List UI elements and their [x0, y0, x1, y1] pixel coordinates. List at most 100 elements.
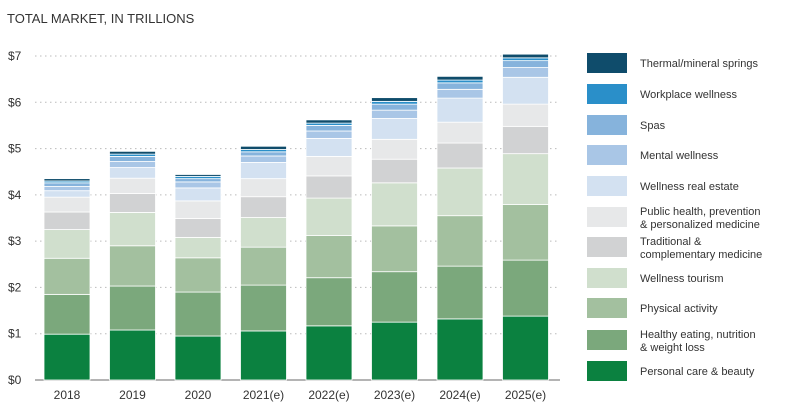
legend-swatch — [587, 361, 627, 381]
bar-segment — [502, 153, 549, 205]
chart-title: TOTAL MARKET, IN TRILLIONS — [7, 11, 195, 26]
y-tick-label: $3 — [8, 234, 22, 248]
bar-segment — [174, 200, 222, 219]
bar-segment — [436, 215, 484, 267]
bar-segment — [305, 119, 353, 124]
bar-segment — [305, 137, 353, 157]
x-tick-label: 2018 — [54, 388, 81, 402]
legend-label: complementary medicine — [640, 249, 762, 261]
bar-segment — [109, 193, 156, 213]
legend-swatch — [587, 84, 627, 104]
bar-segment — [240, 145, 287, 150]
bar-segment — [174, 335, 222, 381]
legend-label: Thermal/mineral springs — [640, 58, 758, 70]
legend-label: Wellness real estate — [640, 181, 739, 193]
bar-segment — [436, 265, 484, 320]
bar-segment — [502, 103, 549, 127]
legend-swatch — [587, 115, 627, 135]
bar-segment — [371, 97, 418, 102]
bar-segment — [502, 60, 549, 68]
bar-segment — [43, 186, 91, 192]
bar-segment — [109, 285, 156, 331]
bar-segment — [502, 76, 549, 105]
bar-segment — [371, 100, 418, 105]
legend-swatch — [587, 330, 627, 350]
bar-segment — [371, 118, 418, 140]
bar-segment — [109, 156, 156, 162]
bar-segment — [174, 174, 222, 177]
bar-segment — [305, 156, 353, 177]
bar-segment — [174, 218, 222, 238]
x-tick-label: 2023(e) — [374, 388, 415, 402]
bar-segment — [174, 257, 222, 293]
x-tick-label: 2024(e) — [439, 388, 480, 402]
bar-segment — [371, 138, 418, 160]
bar-segment — [174, 181, 222, 189]
bar-segment — [43, 257, 91, 295]
bar-segment — [436, 82, 484, 90]
bar-segment — [240, 217, 287, 248]
bar-segment — [43, 190, 91, 198]
bar-segment — [502, 53, 549, 59]
bar-segment — [436, 318, 484, 381]
y-tick-label: $7 — [8, 49, 22, 63]
legend-swatch — [587, 237, 627, 257]
bar-segment — [109, 329, 156, 381]
x-tick-label: 2020 — [185, 388, 212, 402]
y-tick-label: $1 — [8, 327, 22, 341]
bar-segment — [371, 321, 418, 381]
bar-segment — [43, 333, 91, 381]
legend-label: Personal care & beauty — [640, 366, 755, 378]
legend-swatch — [587, 298, 627, 318]
legend-label: Spas — [640, 120, 666, 132]
legend-label: & weight loss — [640, 342, 705, 354]
bar-segment — [436, 88, 484, 99]
y-tick-label: $6 — [8, 95, 22, 109]
bar-segment — [371, 109, 418, 119]
legend-swatch — [587, 176, 627, 196]
bar-segment — [436, 75, 484, 81]
bar-segment — [502, 315, 549, 381]
bar-segment — [305, 277, 353, 327]
bar-segment — [502, 67, 549, 78]
legend-swatch — [587, 53, 627, 73]
bar-segment — [174, 291, 222, 337]
bar-segment — [109, 212, 156, 247]
legend-label: Workplace wellness — [640, 89, 738, 101]
bar-segment — [43, 293, 91, 335]
bar-segment — [371, 158, 418, 184]
legend-label: & personalized medicine — [640, 219, 760, 231]
bar-segment — [436, 79, 484, 84]
bar-segment — [305, 125, 353, 132]
bar-segment — [109, 177, 156, 194]
legend-label: Wellness tourism — [640, 273, 724, 285]
bar-segment — [109, 161, 156, 168]
bar-segment — [371, 103, 418, 111]
bar-segment — [502, 125, 549, 155]
bar-segment — [109, 150, 156, 155]
bar-segment — [43, 178, 91, 182]
x-tick-label: 2019 — [119, 388, 146, 402]
bar-segment — [240, 330, 287, 381]
bar-segment — [502, 57, 549, 62]
bar-segment — [502, 259, 549, 317]
bar-segment — [43, 229, 91, 259]
x-tick-label: 2025(e) — [505, 388, 546, 402]
legend-label: Public health, prevention — [640, 206, 760, 218]
bar-segment — [174, 237, 222, 259]
legend-swatch — [587, 207, 627, 227]
legend-swatch — [587, 145, 627, 165]
bar-segment — [174, 187, 222, 202]
bar-segment — [371, 182, 418, 227]
legend-label: Healthy eating, nutrition — [640, 329, 756, 341]
bar-segment — [240, 162, 287, 180]
bar-segment — [502, 204, 549, 261]
bar-segment — [305, 235, 353, 279]
bar-segment — [240, 284, 287, 332]
bar-segment — [436, 97, 484, 123]
legend-swatch — [587, 268, 627, 288]
bar-segment — [240, 155, 287, 163]
y-tick-label: $2 — [8, 280, 22, 294]
